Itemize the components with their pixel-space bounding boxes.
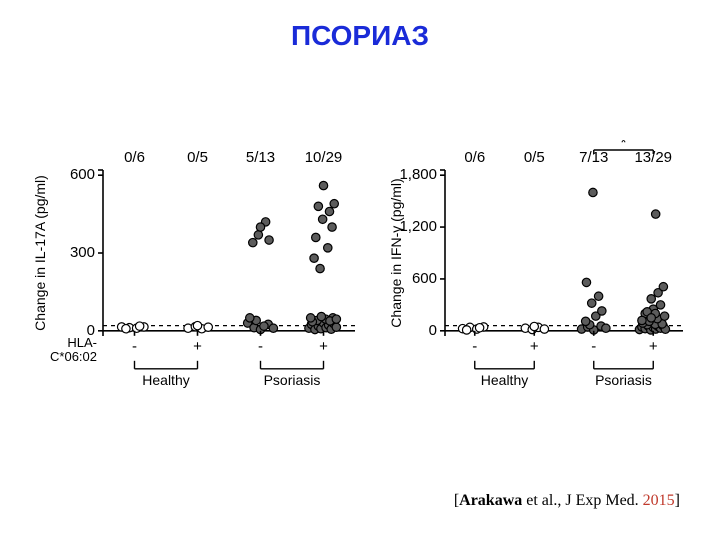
data-point [325, 207, 333, 215]
data-point [660, 312, 668, 320]
svg-text:Change in IL-17A (pg/ml): Change in IL-17A (pg/ml) [32, 175, 48, 331]
svg-text:Psoriasis: Psoriasis [595, 372, 652, 388]
svg-text:-: - [472, 338, 477, 355]
data-point [581, 317, 589, 325]
data-point [638, 316, 646, 324]
data-point [475, 324, 483, 332]
data-point [319, 181, 327, 189]
svg-text:C*06:02: C*06:02 [50, 349, 97, 364]
data-point [316, 264, 324, 272]
svg-text:0: 0 [429, 322, 437, 339]
svg-text:-: - [591, 338, 596, 355]
svg-text:HLA-: HLA- [67, 335, 97, 350]
svg-text:10/29: 10/29 [305, 149, 343, 166]
data-point [265, 236, 273, 244]
svg-text:-: - [132, 338, 137, 355]
data-point [659, 283, 667, 291]
data-point [269, 324, 277, 332]
svg-text:Healthy: Healthy [142, 372, 189, 388]
data-point [312, 233, 320, 241]
data-point [647, 295, 655, 303]
svg-text:Psoriasis: Psoriasis [264, 372, 321, 388]
svg-text:+: + [319, 338, 328, 355]
data-point [530, 322, 538, 330]
data-point [332, 315, 340, 323]
data-point [589, 188, 597, 196]
data-point [246, 314, 254, 322]
svg-text:300: 300 [70, 244, 95, 261]
citation-year: 2015 [643, 492, 675, 509]
data-point [598, 307, 606, 315]
data-point [260, 322, 268, 330]
data-point [324, 244, 332, 252]
citation-author: Arakawa [459, 492, 522, 509]
data-point [328, 223, 336, 231]
svg-text:Change in IFN-γ (pg/ml): Change in IFN-γ (pg/ml) [389, 178, 404, 327]
svg-text:+: + [649, 338, 658, 355]
data-point [310, 254, 318, 262]
svg-text:+: + [530, 338, 539, 355]
svg-text:1,200: 1,200 [399, 218, 437, 235]
svg-text:Healthy: Healthy [481, 372, 528, 388]
data-point [462, 326, 470, 334]
data-point [249, 238, 257, 246]
svg-text:5/13: 5/13 [246, 149, 275, 166]
data-point [122, 325, 130, 333]
data-point [204, 323, 212, 331]
citation: [Arakawa et al., J Exp Med. 2015] [454, 492, 680, 510]
data-point [193, 321, 201, 329]
data-point [540, 325, 548, 333]
il17a-chart: 0300600Change in IL-17A (pg/ml)0/60/55/1… [31, 140, 361, 405]
data-point [135, 322, 143, 330]
svg-text:0/5: 0/5 [187, 149, 208, 166]
data-point [314, 202, 322, 210]
data-point [256, 223, 264, 231]
data-point [330, 200, 338, 208]
svg-text:+: + [193, 338, 202, 355]
data-point [588, 299, 596, 307]
slide-title: ПСОРИАЗ [0, 20, 720, 52]
svg-text:600: 600 [412, 270, 437, 287]
data-point [647, 314, 655, 322]
ifng-chart: 0 600 1,200 1,800Change in IFN-γ (pg/ml) 0/6… [389, 140, 689, 405]
data-point [582, 278, 590, 286]
svg-text:0/6: 0/6 [124, 149, 145, 166]
data-point [656, 301, 664, 309]
data-point [651, 210, 659, 218]
il17a-svg: 0300600Change in IL-17A (pg/ml)0/60/55/1… [31, 140, 361, 400]
data-point [254, 231, 262, 239]
data-point [318, 215, 326, 223]
svg-text:*: * [620, 140, 626, 152]
svg-text:-: - [258, 338, 263, 355]
data-point [602, 324, 610, 332]
data-point [317, 312, 325, 320]
ifng-svg: 0 600 1,200 1,800Change in IFN-γ (pg/ml) 0/6… [389, 140, 689, 400]
slide-root: ПСОРИАЗ 0300600Change in IL-17A (pg/ml)0… [0, 0, 720, 540]
data-point [306, 314, 314, 322]
svg-text:1,800: 1,800 [399, 166, 437, 183]
citation-close-bracket: ] [675, 492, 680, 509]
svg-text:600: 600 [70, 166, 95, 183]
svg-text:0/6: 0/6 [464, 149, 485, 166]
chart-row: 0 300 600 Change in IL-17A (pg/ml) 0/6 0/5 5/1… [30, 140, 690, 400]
data-point [594, 292, 602, 300]
svg-text:0/5: 0/5 [524, 149, 545, 166]
citation-rest: et al., J Exp Med. [522, 492, 642, 509]
